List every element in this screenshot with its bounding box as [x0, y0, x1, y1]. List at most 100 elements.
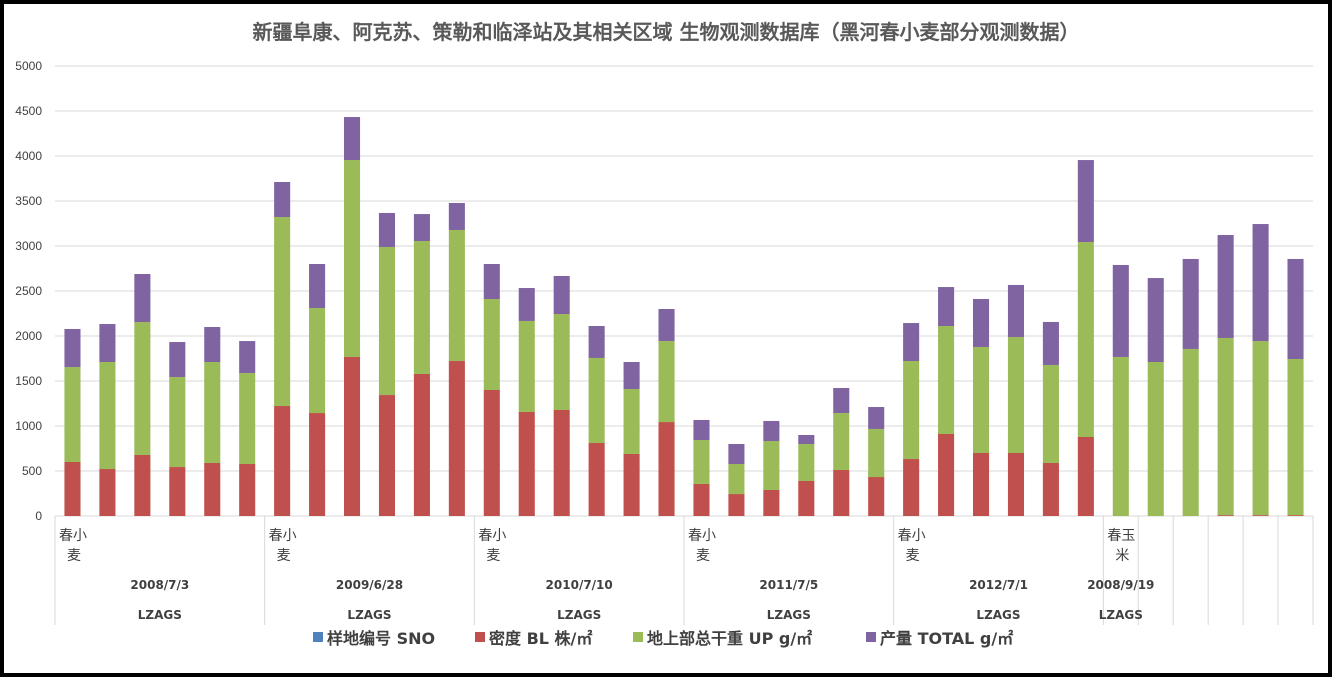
- date-label: 2008/7/3: [130, 578, 189, 592]
- bar-segment-series-3: [658, 309, 675, 342]
- crop-label: 春小: [478, 528, 506, 544]
- bar-segment-series-1: [448, 361, 465, 516]
- bar-segment-series-2: [169, 377, 186, 468]
- y-tick-label: 1500: [15, 374, 42, 388]
- legend-swatch: [866, 632, 876, 642]
- y-tick-label: 4500: [15, 104, 42, 118]
- crop-label: 春玉: [1107, 528, 1135, 544]
- bar-segment-series-1: [833, 470, 850, 516]
- bar-segment-series-2: [868, 428, 885, 478]
- bar-segment-series-2: [972, 346, 990, 453]
- bar-segment-series-2: [553, 314, 570, 410]
- bar-segment-series-3: [833, 388, 850, 414]
- bar-segment-series-2: [1217, 337, 1234, 516]
- site-label: LZAGS: [347, 608, 391, 622]
- bar-segment-series-1: [972, 453, 990, 516]
- bar-segment-series-3: [239, 341, 256, 373]
- site-label: LZAGS: [1099, 608, 1143, 622]
- bar-segment-series-1: [343, 356, 361, 516]
- bar-segment-series-3: [798, 435, 815, 444]
- bar-segment-series-3: [868, 407, 885, 429]
- bar-segment-series-1: [903, 459, 920, 516]
- crop-label: 麦: [696, 548, 710, 564]
- bar-segment-series-2: [938, 326, 955, 435]
- bar-segment-series-1: [64, 462, 81, 516]
- bar-segment-series-2: [239, 372, 256, 464]
- bar-segment-series-2: [518, 320, 535, 412]
- bar-segment-series-2: [903, 361, 920, 460]
- crop-label: 春小: [898, 528, 926, 544]
- bar-segment-series-1: [309, 413, 326, 516]
- bar-segment-series-2: [588, 357, 605, 444]
- bar-segment-series-3: [448, 202, 465, 230]
- bar-segment-series-3: [623, 362, 640, 390]
- y-tick-label: 3500: [15, 194, 42, 208]
- bar-segment-series-3: [903, 323, 920, 362]
- bar-segment-series-3: [483, 264, 500, 300]
- bar-segment-series-1: [588, 443, 605, 516]
- bar-segment-series-3: [938, 287, 955, 327]
- bar-segment-series-1: [553, 409, 570, 516]
- legend-label: 产量 TOTAL g/㎡: [880, 629, 1013, 648]
- bar-segment-series-1: [134, 454, 151, 516]
- bar-segment-series-2: [204, 362, 221, 463]
- bar-segment-series-1: [413, 373, 430, 516]
- bar-segment-series-3: [1182, 258, 1199, 349]
- bar-segment-series-1: [938, 434, 955, 516]
- bar-segment-series-3: [99, 324, 116, 363]
- bar-segment-series-1: [518, 411, 535, 516]
- crop-label: 米: [1115, 548, 1129, 564]
- date-label: 2010/7/10: [546, 578, 613, 592]
- y-tick-label: 5000: [15, 59, 42, 73]
- site-label: LZAGS: [976, 608, 1020, 622]
- bar-segment-series-3: [64, 328, 81, 368]
- bar-segment-series-2: [1042, 364, 1059, 463]
- bar-segment-series-3: [343, 117, 361, 161]
- bar-segment-series-3: [588, 326, 605, 358]
- bar-segment-series-3: [204, 327, 221, 363]
- bar-segment-series-3: [763, 420, 780, 442]
- y-tick-label: 3000: [15, 239, 42, 253]
- bar-segment-series-1: [378, 395, 396, 516]
- crop-label: 麦: [486, 548, 500, 564]
- crop-label: 春小: [59, 528, 87, 544]
- bar-segment-series-2: [1147, 362, 1164, 516]
- bar-segment-series-1: [763, 489, 780, 516]
- bar-segment-series-3: [1112, 264, 1129, 357]
- bar-segment-series-2: [623, 389, 640, 454]
- y-axis: 0 500 1000 1500 2000 2500 3000 3500 4000 4500 5000: [15, 59, 42, 523]
- bar-segment-series-2: [798, 444, 815, 481]
- bar-segment-series-2: [343, 160, 361, 357]
- bar-segment-series-1: [1287, 515, 1304, 516]
- date-label: 2009/6/28: [336, 578, 403, 592]
- bar-segment-series-3: [728, 444, 745, 464]
- legend-swatch: [313, 632, 323, 642]
- bar-segment-series-2: [99, 362, 116, 470]
- bar-segment-series-2: [1287, 359, 1304, 516]
- site-label: LZAGS: [138, 608, 182, 622]
- bar-segment-series-3: [309, 264, 326, 309]
- bar-segment-series-1: [1217, 515, 1234, 516]
- bar-segment-series-3: [378, 212, 396, 247]
- legend: 样地编号 SNO 密度 BL 株/㎡ 地上部总干重 UP g/㎡ 产量 TOTAL g…: [313, 629, 1013, 648]
- bar-segment-series-1: [274, 406, 291, 516]
- site-label: LZAGS: [767, 608, 811, 622]
- bar-segment-series-1: [623, 453, 640, 516]
- y-tick-label: 2000: [15, 329, 42, 343]
- bar-segment-series-2: [448, 229, 465, 362]
- site-label: LZAGS: [557, 608, 601, 622]
- bar-segment-series-1: [483, 390, 500, 516]
- legend-swatch: [475, 632, 485, 642]
- date-label: 2012/7/1: [969, 578, 1028, 592]
- bar-segment-series-3: [134, 273, 151, 323]
- bar-segment-series-2: [693, 440, 710, 484]
- bar-segment-series-2: [728, 463, 745, 495]
- bar-segment-series-1: [798, 480, 815, 516]
- bar-segment-series-3: [1252, 224, 1269, 342]
- bar-segment-series-3: [413, 214, 430, 242]
- chart-title: 新疆阜康、阿克苏、策勒和临泽站及其相关区域 生物观测数据库（黑河春小麦部分观测数…: [253, 20, 1080, 44]
- legend-label: 地上部总干重 UP g/㎡: [647, 629, 812, 648]
- y-tick-label: 0: [35, 509, 42, 523]
- bar-segment-series-2: [658, 341, 675, 423]
